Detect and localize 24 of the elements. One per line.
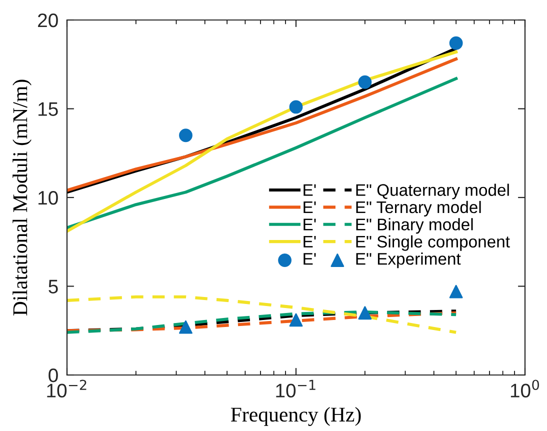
legend-label: E" Binary model xyxy=(356,218,473,234)
point xyxy=(358,75,372,89)
point xyxy=(449,284,463,298)
y-tick-label: 15 xyxy=(38,102,58,116)
point xyxy=(358,306,372,320)
point xyxy=(449,36,463,50)
legend-label: E" Single component xyxy=(356,235,510,251)
point xyxy=(179,128,192,142)
y-axis-title: Dilatational Moduli (mN/m) xyxy=(12,80,32,316)
legend-label: E' xyxy=(304,218,316,230)
legend-label: E" Experiment xyxy=(356,252,461,268)
y-tick-label: 20 xyxy=(38,13,58,28)
y-tick-label: 5 xyxy=(48,280,58,294)
legend-label: E" Ternary model xyxy=(356,200,481,216)
legend-label: E' xyxy=(304,253,316,265)
point xyxy=(179,320,192,334)
legend-label: E' xyxy=(304,184,316,196)
legend-label: E" Quaternary model xyxy=(356,184,509,200)
legend-label: E' xyxy=(304,202,316,214)
legend-label: E' xyxy=(304,236,316,248)
x-tick-label: 10$^{−1}$ xyxy=(276,380,316,398)
x-tick-label: 10$^{0}$ xyxy=(510,380,540,398)
y-tick-label: 10 xyxy=(38,190,58,205)
x-axis-title: Frequency (Hz) xyxy=(230,407,361,426)
